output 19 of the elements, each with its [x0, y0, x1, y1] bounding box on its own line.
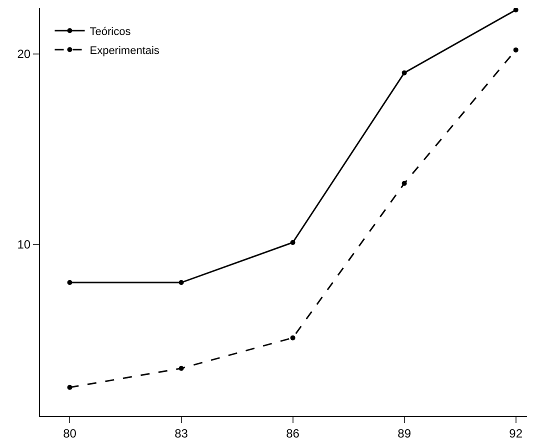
- x-tick-label: 83: [174, 426, 188, 440]
- point: [513, 47, 518, 52]
- point: [290, 240, 296, 245]
- point: [178, 280, 184, 286]
- legend-label: Teóricos: [90, 26, 132, 38]
- point: [178, 366, 184, 371]
- point: [402, 180, 407, 186]
- point: [67, 280, 72, 286]
- x-tick-label: 92: [509, 426, 523, 440]
- x-tick-label: 80: [63, 426, 77, 440]
- y-tick-label: 10: [17, 238, 31, 252]
- x-tick-label: 86: [286, 426, 300, 440]
- point: [513, 8, 518, 12]
- point: [290, 335, 296, 340]
- x-tick-label: 89: [398, 426, 412, 440]
- y-tick-label: 20: [17, 46, 31, 61]
- point: [67, 384, 72, 390]
- legend-label: Experimentais: [90, 44, 160, 57]
- point: [402, 70, 407, 76]
